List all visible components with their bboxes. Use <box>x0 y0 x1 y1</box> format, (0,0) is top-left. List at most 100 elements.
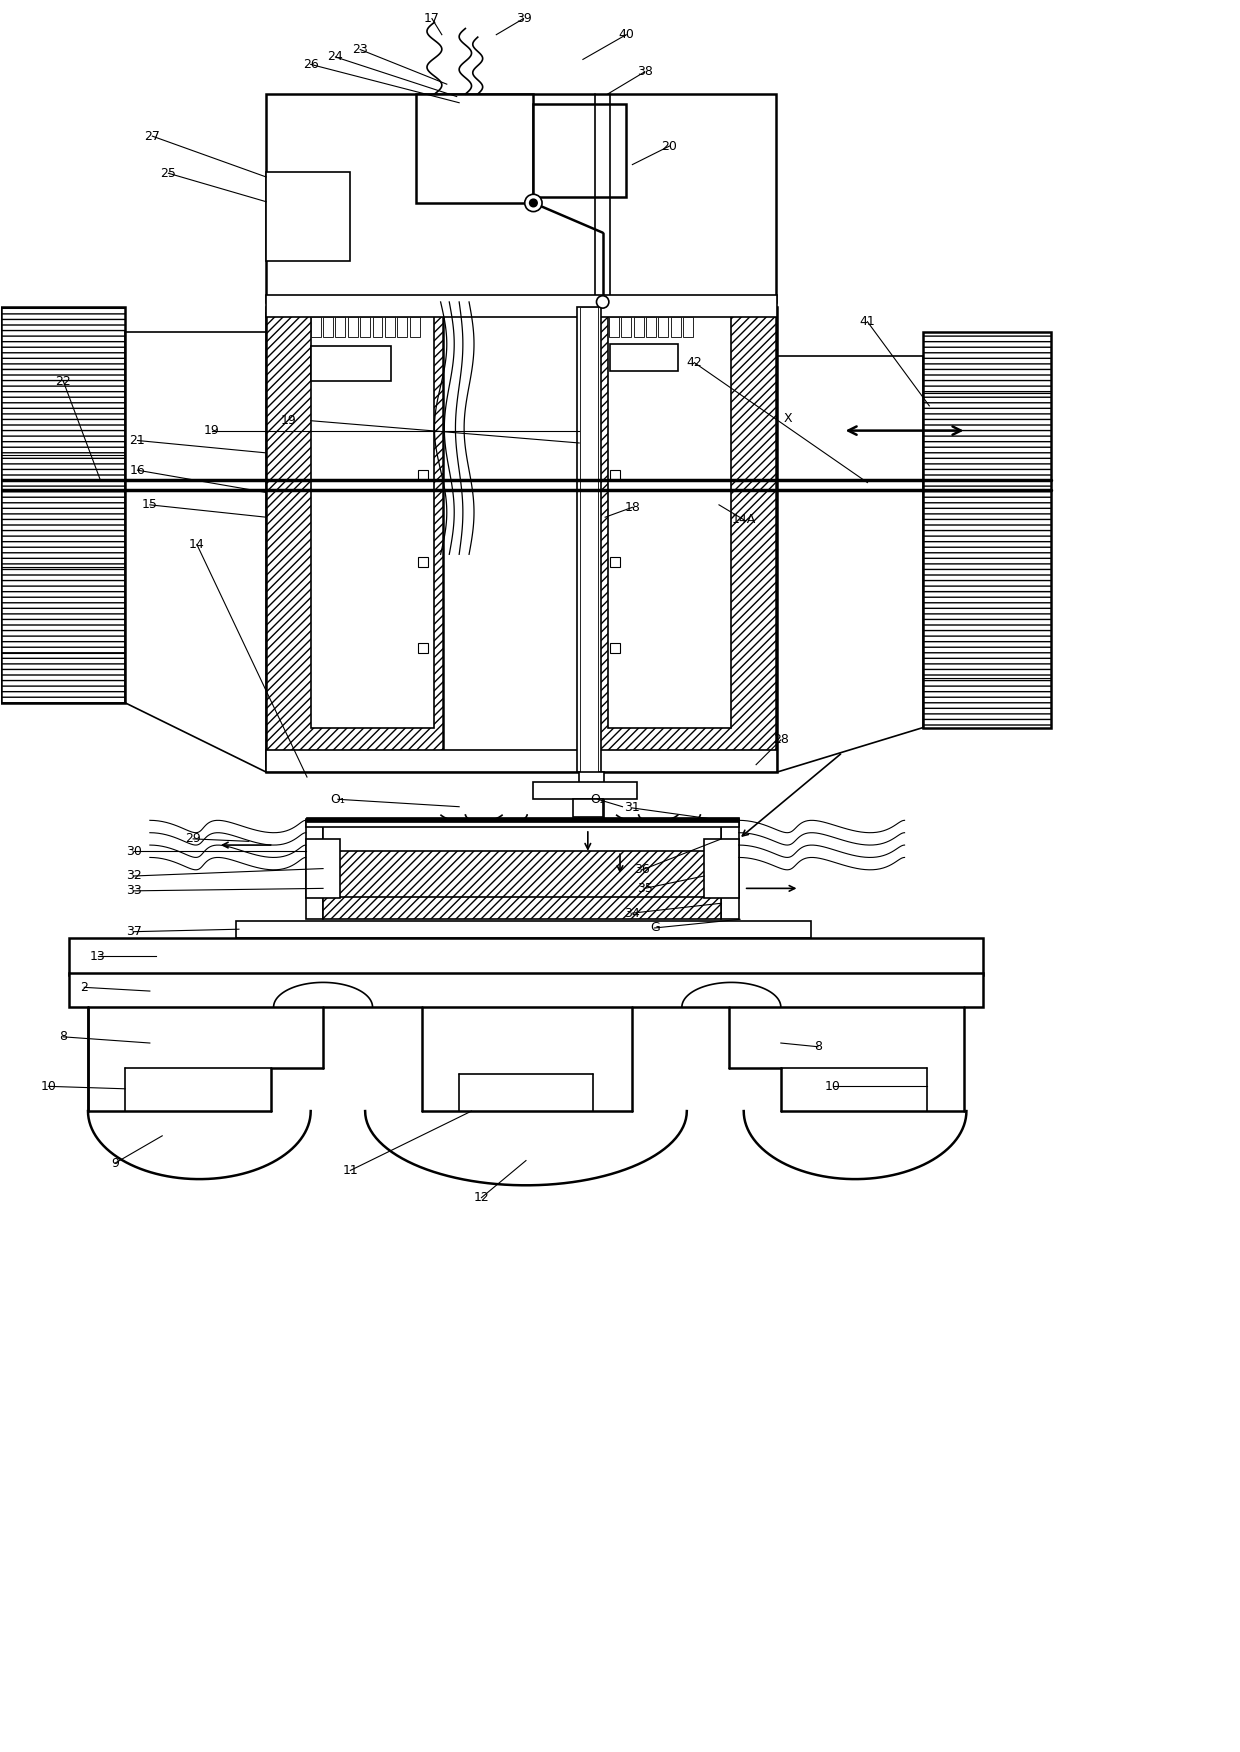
Bar <box>324 839 722 899</box>
Bar <box>418 557 428 566</box>
Bar <box>610 557 620 566</box>
Text: X: X <box>784 412 792 424</box>
Text: 21: 21 <box>130 434 145 447</box>
Text: 9: 9 <box>112 1156 119 1170</box>
Bar <box>610 343 678 371</box>
Text: 24: 24 <box>327 51 343 63</box>
Text: 8: 8 <box>60 1030 67 1044</box>
Bar <box>306 820 739 827</box>
Text: 29: 29 <box>185 832 201 846</box>
Bar <box>610 470 620 480</box>
Text: 36: 36 <box>635 864 650 876</box>
Text: 40: 40 <box>619 28 634 42</box>
Bar <box>658 317 668 336</box>
Bar <box>311 347 391 382</box>
Text: 20: 20 <box>662 140 677 152</box>
Text: 42: 42 <box>687 356 702 370</box>
Bar <box>577 307 601 773</box>
Text: 11: 11 <box>342 1163 358 1177</box>
Bar <box>923 331 1050 727</box>
Text: 19: 19 <box>280 413 296 427</box>
Bar <box>384 317 394 336</box>
Bar <box>69 972 982 1007</box>
Bar <box>324 822 722 851</box>
Bar <box>579 773 604 901</box>
Text: 10: 10 <box>41 1079 56 1093</box>
Bar <box>415 95 533 203</box>
Text: 16: 16 <box>130 464 145 477</box>
Text: 8: 8 <box>813 1041 822 1053</box>
Bar <box>580 307 598 773</box>
Text: 14A: 14A <box>732 513 756 526</box>
Bar <box>306 816 739 822</box>
Text: 17: 17 <box>424 12 440 25</box>
Text: 38: 38 <box>637 65 652 79</box>
Bar <box>418 643 428 653</box>
Text: 23: 23 <box>352 44 368 56</box>
Bar <box>237 920 811 937</box>
Text: 32: 32 <box>126 869 141 883</box>
Bar <box>671 317 681 336</box>
Bar <box>69 937 982 974</box>
Bar <box>609 317 619 336</box>
Bar <box>311 314 434 727</box>
Text: 35: 35 <box>637 881 652 895</box>
Bar <box>599 314 776 764</box>
Bar <box>347 317 357 336</box>
Bar <box>336 317 345 336</box>
Text: 14: 14 <box>188 538 205 550</box>
Text: 33: 33 <box>126 885 141 897</box>
Bar <box>704 839 739 899</box>
Text: 28: 28 <box>773 734 789 746</box>
Bar <box>267 172 350 261</box>
Bar <box>360 317 370 336</box>
Text: O₁: O₁ <box>331 794 346 806</box>
Bar <box>621 317 631 336</box>
Bar <box>324 897 722 920</box>
Text: 31: 31 <box>625 801 640 815</box>
Text: 39: 39 <box>516 12 532 25</box>
Bar <box>683 317 693 336</box>
Bar <box>324 317 334 336</box>
Bar <box>634 317 644 336</box>
Circle shape <box>596 296 609 308</box>
Text: 34: 34 <box>625 906 640 920</box>
Text: 18: 18 <box>625 501 640 513</box>
Bar <box>306 839 341 899</box>
Bar <box>1 307 125 703</box>
Text: 19: 19 <box>203 424 219 436</box>
Bar <box>533 103 626 196</box>
Bar <box>267 750 777 773</box>
Bar <box>267 95 776 301</box>
Bar <box>610 643 620 653</box>
Circle shape <box>529 200 537 207</box>
Bar <box>372 317 382 336</box>
Text: 2: 2 <box>81 981 88 993</box>
Bar <box>311 317 321 336</box>
Text: 41: 41 <box>859 315 875 328</box>
Bar <box>397 317 407 336</box>
Text: 13: 13 <box>91 950 105 964</box>
Text: 10: 10 <box>825 1079 841 1093</box>
Bar <box>418 470 428 480</box>
Bar <box>267 307 777 773</box>
Bar <box>409 317 419 336</box>
Text: 15: 15 <box>141 498 157 512</box>
Bar <box>646 317 656 336</box>
Circle shape <box>525 194 542 212</box>
Text: 25: 25 <box>160 166 176 180</box>
Text: 37: 37 <box>125 925 141 937</box>
Text: O₂: O₂ <box>590 794 605 806</box>
Bar <box>306 820 324 920</box>
Bar <box>722 820 739 920</box>
Bar <box>267 314 443 764</box>
Text: 12: 12 <box>474 1191 490 1204</box>
Text: 26: 26 <box>303 58 319 70</box>
Text: 27: 27 <box>144 130 160 142</box>
Text: 30: 30 <box>125 844 141 858</box>
Bar <box>608 314 732 727</box>
Bar <box>533 781 637 799</box>
Text: G: G <box>650 922 660 934</box>
Text: 22: 22 <box>56 375 71 387</box>
Bar <box>573 799 603 816</box>
